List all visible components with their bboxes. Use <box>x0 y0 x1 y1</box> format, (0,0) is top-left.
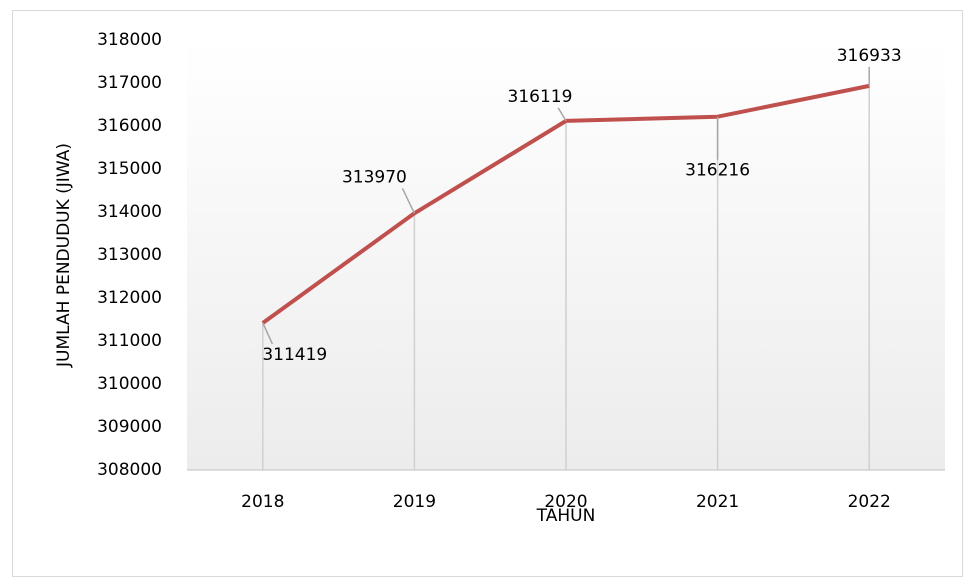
x-tick-label: 2022 <box>848 492 891 512</box>
data-label: 316119 <box>508 87 573 107</box>
data-label: 316216 <box>685 161 750 181</box>
data-label: 311419 <box>262 345 327 365</box>
leader-line <box>401 187 416 214</box>
y-tick-label: 312000 <box>97 288 162 308</box>
y-axis-title: JUMLAH PENDUDUK (JIWA) <box>54 143 74 368</box>
x-tick-label: 2019 <box>393 492 436 512</box>
x-axis-title: TAHUN <box>536 506 596 526</box>
leader-line <box>557 107 567 122</box>
data-label: 313970 <box>342 167 407 187</box>
x-tick-label: 2020 <box>544 492 587 512</box>
leader-line <box>262 322 274 345</box>
x-tick-label: 2018 <box>241 492 284 512</box>
y-tick-label: 309000 <box>97 417 162 437</box>
x-tick-label: 2021 <box>696 492 739 512</box>
y-tick-label: 313000 <box>97 245 162 265</box>
y-tick-label: 315000 <box>97 159 162 179</box>
y-tick-label: 311000 <box>97 331 162 351</box>
y-tick-label: 317000 <box>97 73 162 93</box>
y-tick-label: 314000 <box>97 202 162 222</box>
y-tick-label: 310000 <box>97 374 162 394</box>
y-tick-label: 316000 <box>97 116 162 136</box>
data-label: 316933 <box>837 46 902 66</box>
y-tick-label: 318000 <box>97 30 162 50</box>
y-tick-label: 308000 <box>97 460 162 480</box>
